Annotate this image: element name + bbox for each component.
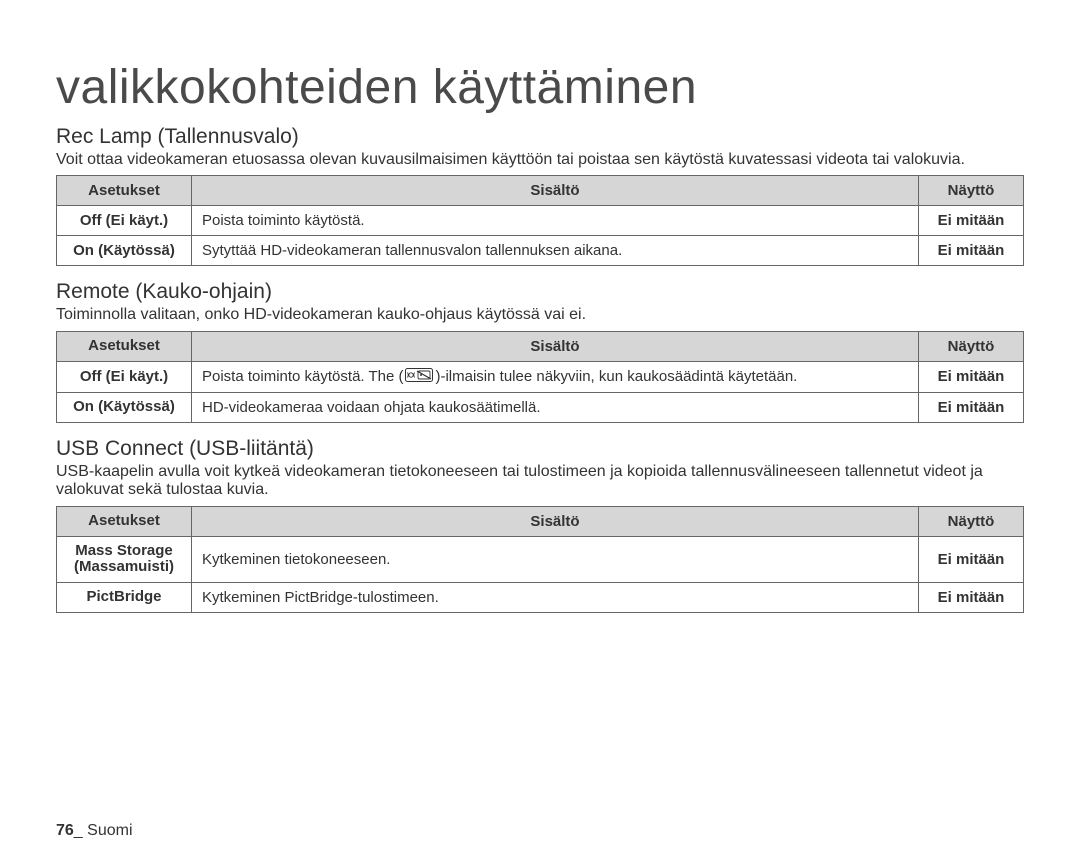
section-body-reclamp: Voit ottaa videokameran etuosassa olevan…: [56, 151, 1024, 169]
page-number: 76: [56, 822, 74, 839]
footer-sep: _: [74, 822, 87, 839]
table-row: On (Käytössä) HD-videokameraa voidaan oh…: [57, 392, 1024, 422]
cell-content: Poista toiminto käytöstä.: [192, 206, 919, 236]
cell-display: Ei mitään: [919, 582, 1024, 612]
section-body-remote: Toiminnolla valitaan, onko HD-videokamer…: [56, 306, 1024, 324]
cell-setting: Off (Ei käyt.): [57, 206, 192, 236]
th-setting: Asetukset: [57, 506, 192, 536]
cell-display: Ei mitään: [919, 236, 1024, 266]
section-heading-usb: USB Connect (USB-liitäntä): [56, 437, 1024, 461]
cell-content: Kytkeminen tietokoneeseen.: [192, 536, 919, 582]
cell-content: Sytyttää HD-videokameran tallennusvalon …: [192, 236, 919, 266]
table-header-row: Asetukset Sisältö Näyttö: [57, 331, 1024, 361]
footer-lang: Suomi: [87, 822, 132, 839]
cell-content: Poista toiminto käytöstä. The ( )-ilmais…: [192, 361, 919, 392]
cell-display: Ei mitään: [919, 392, 1024, 422]
table-row: PictBridge Kytkeminen PictBridge-tulosti…: [57, 582, 1024, 612]
cell-content: HD-videokameraa voidaan ohjata kaukosäät…: [192, 392, 919, 422]
cell-content-suffix: )-ilmaisin tulee näkyviin, kun kaukosääd…: [435, 368, 797, 385]
table-usb: Asetukset Sisältö Näyttö Mass Storage (M…: [56, 506, 1024, 613]
page: valikkokohteiden käyttäminen Rec Lamp (T…: [0, 0, 1080, 868]
remote-disabled-icon: [405, 368, 433, 386]
table-row: Off (Ei käyt.) Poista toiminto käytöstä.…: [57, 206, 1024, 236]
page-footer: 76_ Suomi: [56, 822, 133, 840]
th-setting: Asetukset: [57, 176, 192, 206]
table-header-row: Asetukset Sisältö Näyttö: [57, 506, 1024, 536]
th-display: Näyttö: [919, 176, 1024, 206]
cell-setting: Off (Ei käyt.): [57, 361, 192, 392]
cell-content-prefix: Poista toiminto käytöstä. The (: [202, 368, 403, 385]
page-title: valikkokohteiden käyttäminen: [56, 60, 1024, 115]
cell-display: Ei mitään: [919, 361, 1024, 392]
table-reclamp: Asetukset Sisältö Näyttö Off (Ei käyt.) …: [56, 175, 1024, 266]
table-row: Off (Ei käyt.) Poista toiminto käytöstä.…: [57, 361, 1024, 392]
table-header-row: Asetukset Sisältö Näyttö: [57, 176, 1024, 206]
section-heading-reclamp: Rec Lamp (Tallennusvalo): [56, 125, 1024, 149]
cell-content: Kytkeminen PictBridge-tulostimeen.: [192, 582, 919, 612]
th-content: Sisältö: [192, 331, 919, 361]
section-body-usb: USB-kaapelin avulla voit kytkeä videokam…: [56, 463, 1024, 500]
th-display: Näyttö: [919, 331, 1024, 361]
cell-display: Ei mitään: [919, 206, 1024, 236]
cell-setting: On (Käytössä): [57, 236, 192, 266]
cell-setting: PictBridge: [57, 582, 192, 612]
cell-display: Ei mitään: [919, 536, 1024, 582]
cell-setting: Mass Storage (Massamuisti): [57, 536, 192, 582]
table-row: On (Käytössä) Sytyttää HD-videokameran t…: [57, 236, 1024, 266]
table-remote: Asetukset Sisältö Näyttö Off (Ei käyt.) …: [56, 331, 1024, 423]
th-setting: Asetukset: [57, 331, 192, 361]
th-content: Sisältö: [192, 176, 919, 206]
cell-setting: On (Käytössä): [57, 392, 192, 422]
table-row: Mass Storage (Massamuisti) Kytkeminen ti…: [57, 536, 1024, 582]
th-display: Näyttö: [919, 506, 1024, 536]
th-content: Sisältö: [192, 506, 919, 536]
section-heading-remote: Remote (Kauko-ohjain): [56, 280, 1024, 304]
